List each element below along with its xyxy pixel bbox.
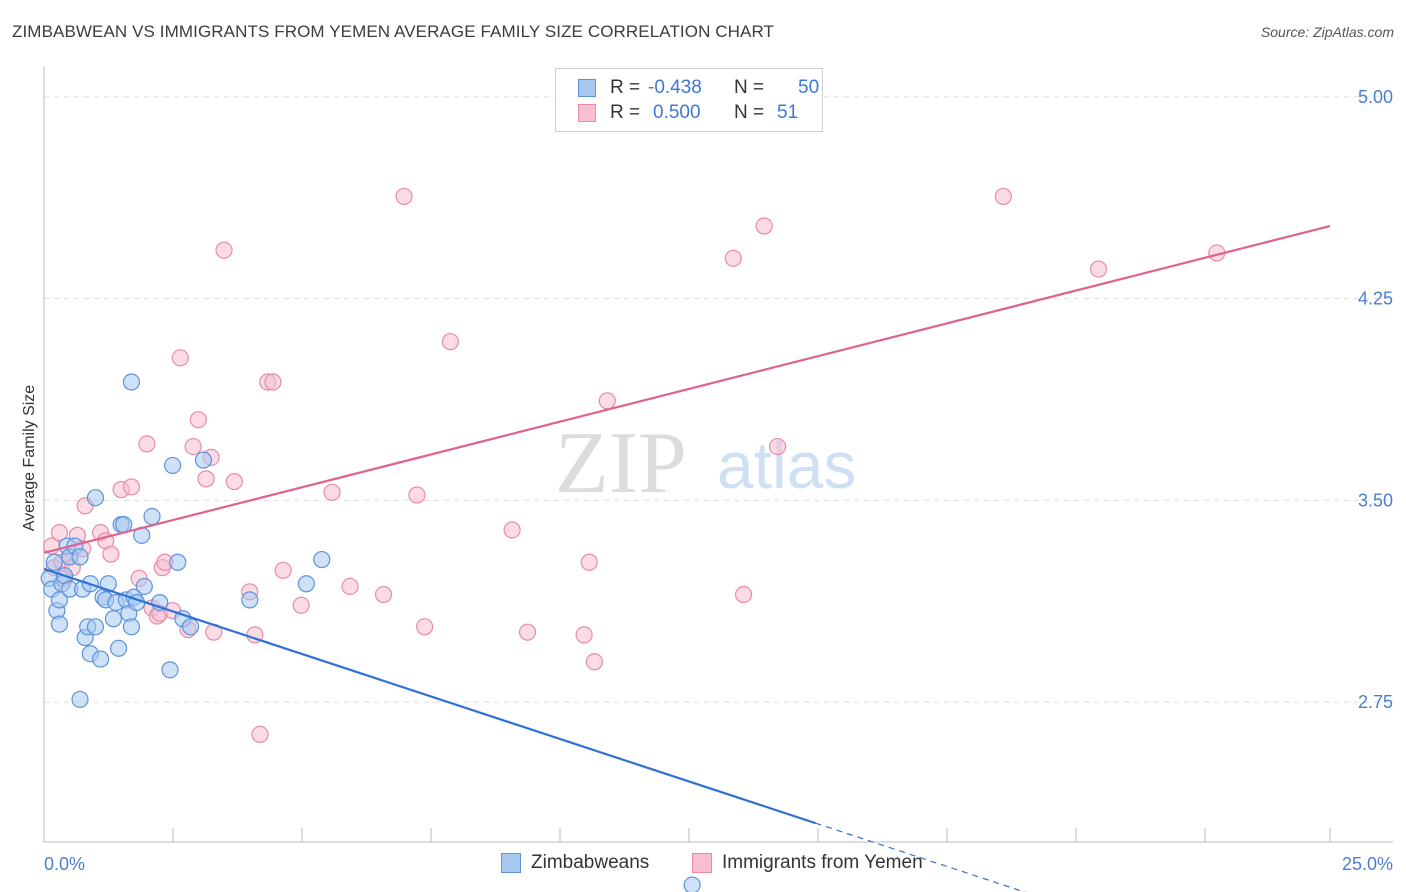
point-zimbabwean — [194, 451, 213, 469]
chart-source: Source: ZipAtlas.com — [1260, 24, 1394, 40]
point-zimbabwean — [164, 456, 182, 475]
trend-line-yemen — [43, 224, 1331, 554]
trend-line-zimbabweans-extension — [815, 822, 1027, 892]
y-tick-labels: 2.75 3.50 4.25 5.00 — [1358, 87, 1393, 712]
y-tick-label: 4.25 — [1358, 289, 1393, 309]
point-yemen — [408, 486, 426, 504]
legend-n-label: N = — [734, 102, 765, 123]
point-yemen — [171, 349, 189, 367]
point-yemen — [1089, 260, 1108, 278]
point-yemen — [734, 585, 753, 604]
point-zimbabwean — [71, 548, 89, 566]
trend-lines — [43, 224, 1331, 892]
legend-r-value: -0.438 — [648, 77, 702, 98]
axes — [43, 66, 1393, 843]
point-zimbabwean — [109, 639, 128, 657]
point-yemen — [264, 373, 282, 391]
y-axis-label: Average Family Size — [21, 385, 38, 532]
watermark-zip: ZIP — [555, 415, 687, 512]
watermark: ZIP atlas — [555, 415, 856, 512]
legend-swatch-pink — [578, 104, 596, 122]
legend-swatch-blue — [578, 79, 596, 97]
legend-r-value: 0.500 — [653, 102, 701, 123]
trend-line-zimbabweans — [43, 567, 816, 825]
grid-lines — [44, 96, 1393, 703]
point-yemen — [138, 435, 156, 453]
point-zimbabwean — [71, 690, 89, 709]
point-yemen — [189, 411, 207, 429]
point-yemen — [580, 553, 598, 571]
point-yemen — [251, 725, 269, 744]
point-zimbabwean — [241, 591, 259, 609]
point-zimbabwean — [182, 618, 200, 636]
point-yemen — [585, 653, 604, 671]
point-yemen — [102, 545, 120, 563]
bottom-legend-swatch-pink — [692, 853, 712, 873]
y-tick-label: 5.00 — [1358, 87, 1393, 107]
point-yemen — [416, 618, 434, 636]
point-zimbabwean — [135, 577, 153, 596]
point-zimbabwean — [161, 661, 179, 679]
point-zimbabwean — [313, 550, 331, 569]
y-tick-label: 2.75 — [1358, 692, 1393, 712]
bottom-legend-label-yemen: Immigrants from Yemen — [722, 852, 923, 873]
point-zimbabwean — [122, 618, 141, 636]
point-yemen — [292, 596, 310, 614]
point-yemen — [575, 626, 593, 644]
point-yemen — [768, 437, 787, 456]
point-yemen — [374, 585, 393, 604]
point-yemen — [755, 217, 773, 235]
point-yemen — [724, 249, 742, 267]
point-zimbabwean — [86, 489, 105, 507]
point-yemen — [323, 483, 341, 501]
legend-r-label: R = — [610, 77, 641, 98]
point-zimbabwean — [50, 615, 69, 633]
legend-n-value: 51 — [777, 102, 799, 123]
point-zimbabwean — [45, 553, 63, 571]
y-tick-label: 3.50 — [1358, 490, 1393, 510]
point-zimbabwean — [91, 650, 110, 668]
correlation-legend: R = -0.438 N = 50 R = 0.500 N = 51 — [555, 68, 823, 132]
legend-n-label: N = — [734, 77, 765, 98]
bottom-legend-swatch-blue — [501, 853, 521, 873]
point-yemen — [197, 470, 215, 488]
point-yemen — [503, 521, 521, 539]
point-zimbabwean — [143, 507, 161, 526]
legend-r-label: R = — [610, 102, 641, 123]
chart-title: ZIMBABWEAN VS IMMIGRANTS FROM YEMEN AVER… — [12, 22, 775, 41]
legend-n-value: 50 — [798, 77, 820, 98]
point-yemen — [50, 524, 69, 542]
point-yemen — [122, 478, 141, 496]
point-zimbabwean — [122, 373, 141, 391]
point-yemen — [225, 472, 243, 491]
point-yemen — [518, 623, 537, 641]
point-yemen — [274, 561, 292, 579]
point-yemen — [215, 241, 233, 259]
point-yemen — [994, 187, 1012, 206]
point-zimbabwean — [86, 618, 105, 636]
point-yemen — [341, 577, 359, 596]
point-yemen — [441, 333, 459, 351]
watermark-atlas: atlas — [717, 428, 856, 502]
series-zimbabweans-points — [40, 373, 701, 892]
point-zimbabwean — [683, 876, 701, 892]
point-zimbabwean — [104, 610, 123, 628]
bottom-legend-label-zimbabweans: Zimbabweans — [531, 852, 650, 873]
point-zimbabwean — [297, 575, 315, 593]
x-tick-label-max: 25.0% — [1342, 854, 1393, 874]
point-yemen — [395, 187, 413, 206]
point-zimbabwean — [169, 553, 187, 571]
point-yemen — [184, 437, 202, 456]
point-yemen — [598, 392, 616, 410]
x-tick-label-min: 0.0% — [44, 854, 85, 874]
